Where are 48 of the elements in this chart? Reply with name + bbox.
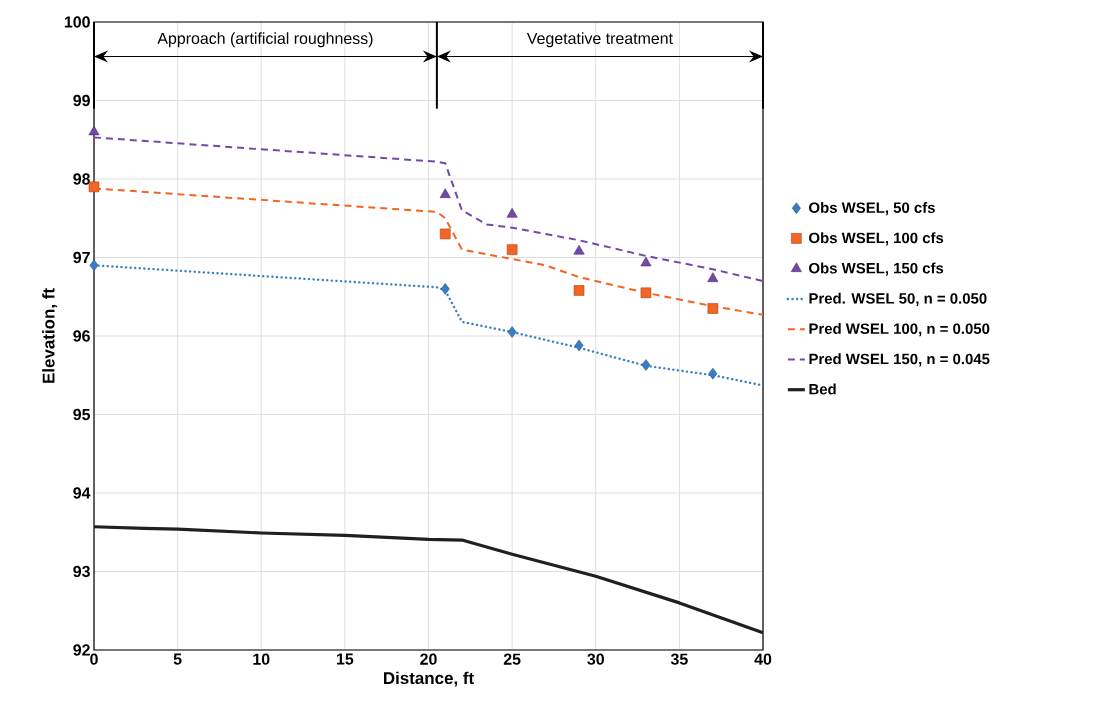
x-tick-label: 5 bbox=[173, 653, 182, 665]
point bbox=[640, 287, 652, 299]
point bbox=[573, 285, 585, 296]
point bbox=[439, 228, 451, 240]
y-axis-title: Elevation, ft bbox=[42, 288, 58, 383]
x-tick-label: 35 bbox=[670, 653, 688, 665]
y-tick-label: 97 bbox=[73, 251, 90, 264]
y-tick-label: 92 bbox=[73, 644, 90, 656]
legend-label: Pred. WSEL 50, n = 0.050 bbox=[809, 292, 987, 306]
point bbox=[573, 244, 585, 255]
line-series bbox=[92, 525, 765, 635]
y-tick-label: 94 bbox=[73, 487, 91, 499]
legend-label: Pred WSEL 100, n = 0.050 bbox=[809, 323, 990, 337]
point bbox=[506, 208, 518, 218]
point bbox=[88, 181, 100, 193]
point bbox=[708, 367, 718, 380]
point bbox=[89, 259, 99, 272]
x-tick-label: 10 bbox=[253, 653, 270, 665]
x-tick-label: 30 bbox=[587, 653, 604, 665]
legend-label: Obs WSEL, 100 cfs bbox=[809, 232, 944, 246]
y-tick-label: 99 bbox=[73, 94, 90, 107]
point bbox=[88, 125, 100, 136]
point bbox=[506, 244, 518, 255]
legend-label: Obs WSEL, 150 cfs bbox=[809, 262, 944, 276]
point bbox=[640, 256, 652, 267]
annotation: Approach (artificial roughness) bbox=[157, 32, 373, 48]
legend-label: Obs WSEL, 50 cfs bbox=[809, 202, 935, 216]
y-tick-label: 95 bbox=[73, 408, 91, 421]
point bbox=[574, 339, 584, 352]
y-tick-label: 98 bbox=[73, 173, 90, 185]
x-tick-label: 40 bbox=[754, 653, 772, 665]
point bbox=[440, 283, 450, 295]
x-tick-label: 25 bbox=[503, 653, 521, 665]
x-tick-label: 0 bbox=[90, 653, 98, 665]
point bbox=[707, 272, 719, 282]
legend-label: Pred WSEL 150, n = 0.045 bbox=[809, 353, 990, 367]
point bbox=[707, 303, 719, 314]
point bbox=[439, 188, 451, 198]
point bbox=[641, 359, 651, 371]
x-tick-label: 20 bbox=[420, 653, 437, 665]
point bbox=[507, 326, 517, 338]
legend-label: Bed bbox=[809, 383, 836, 395]
y-tick-label: 100 bbox=[64, 16, 90, 28]
x-axis-title: Distance, ft bbox=[384, 671, 474, 687]
y-tick-label: 93 bbox=[73, 565, 90, 578]
annotation: Vegetative treatment bbox=[526, 32, 673, 48]
x-tick-label: 15 bbox=[337, 653, 354, 665]
y-tick-label: 96 bbox=[73, 330, 90, 342]
